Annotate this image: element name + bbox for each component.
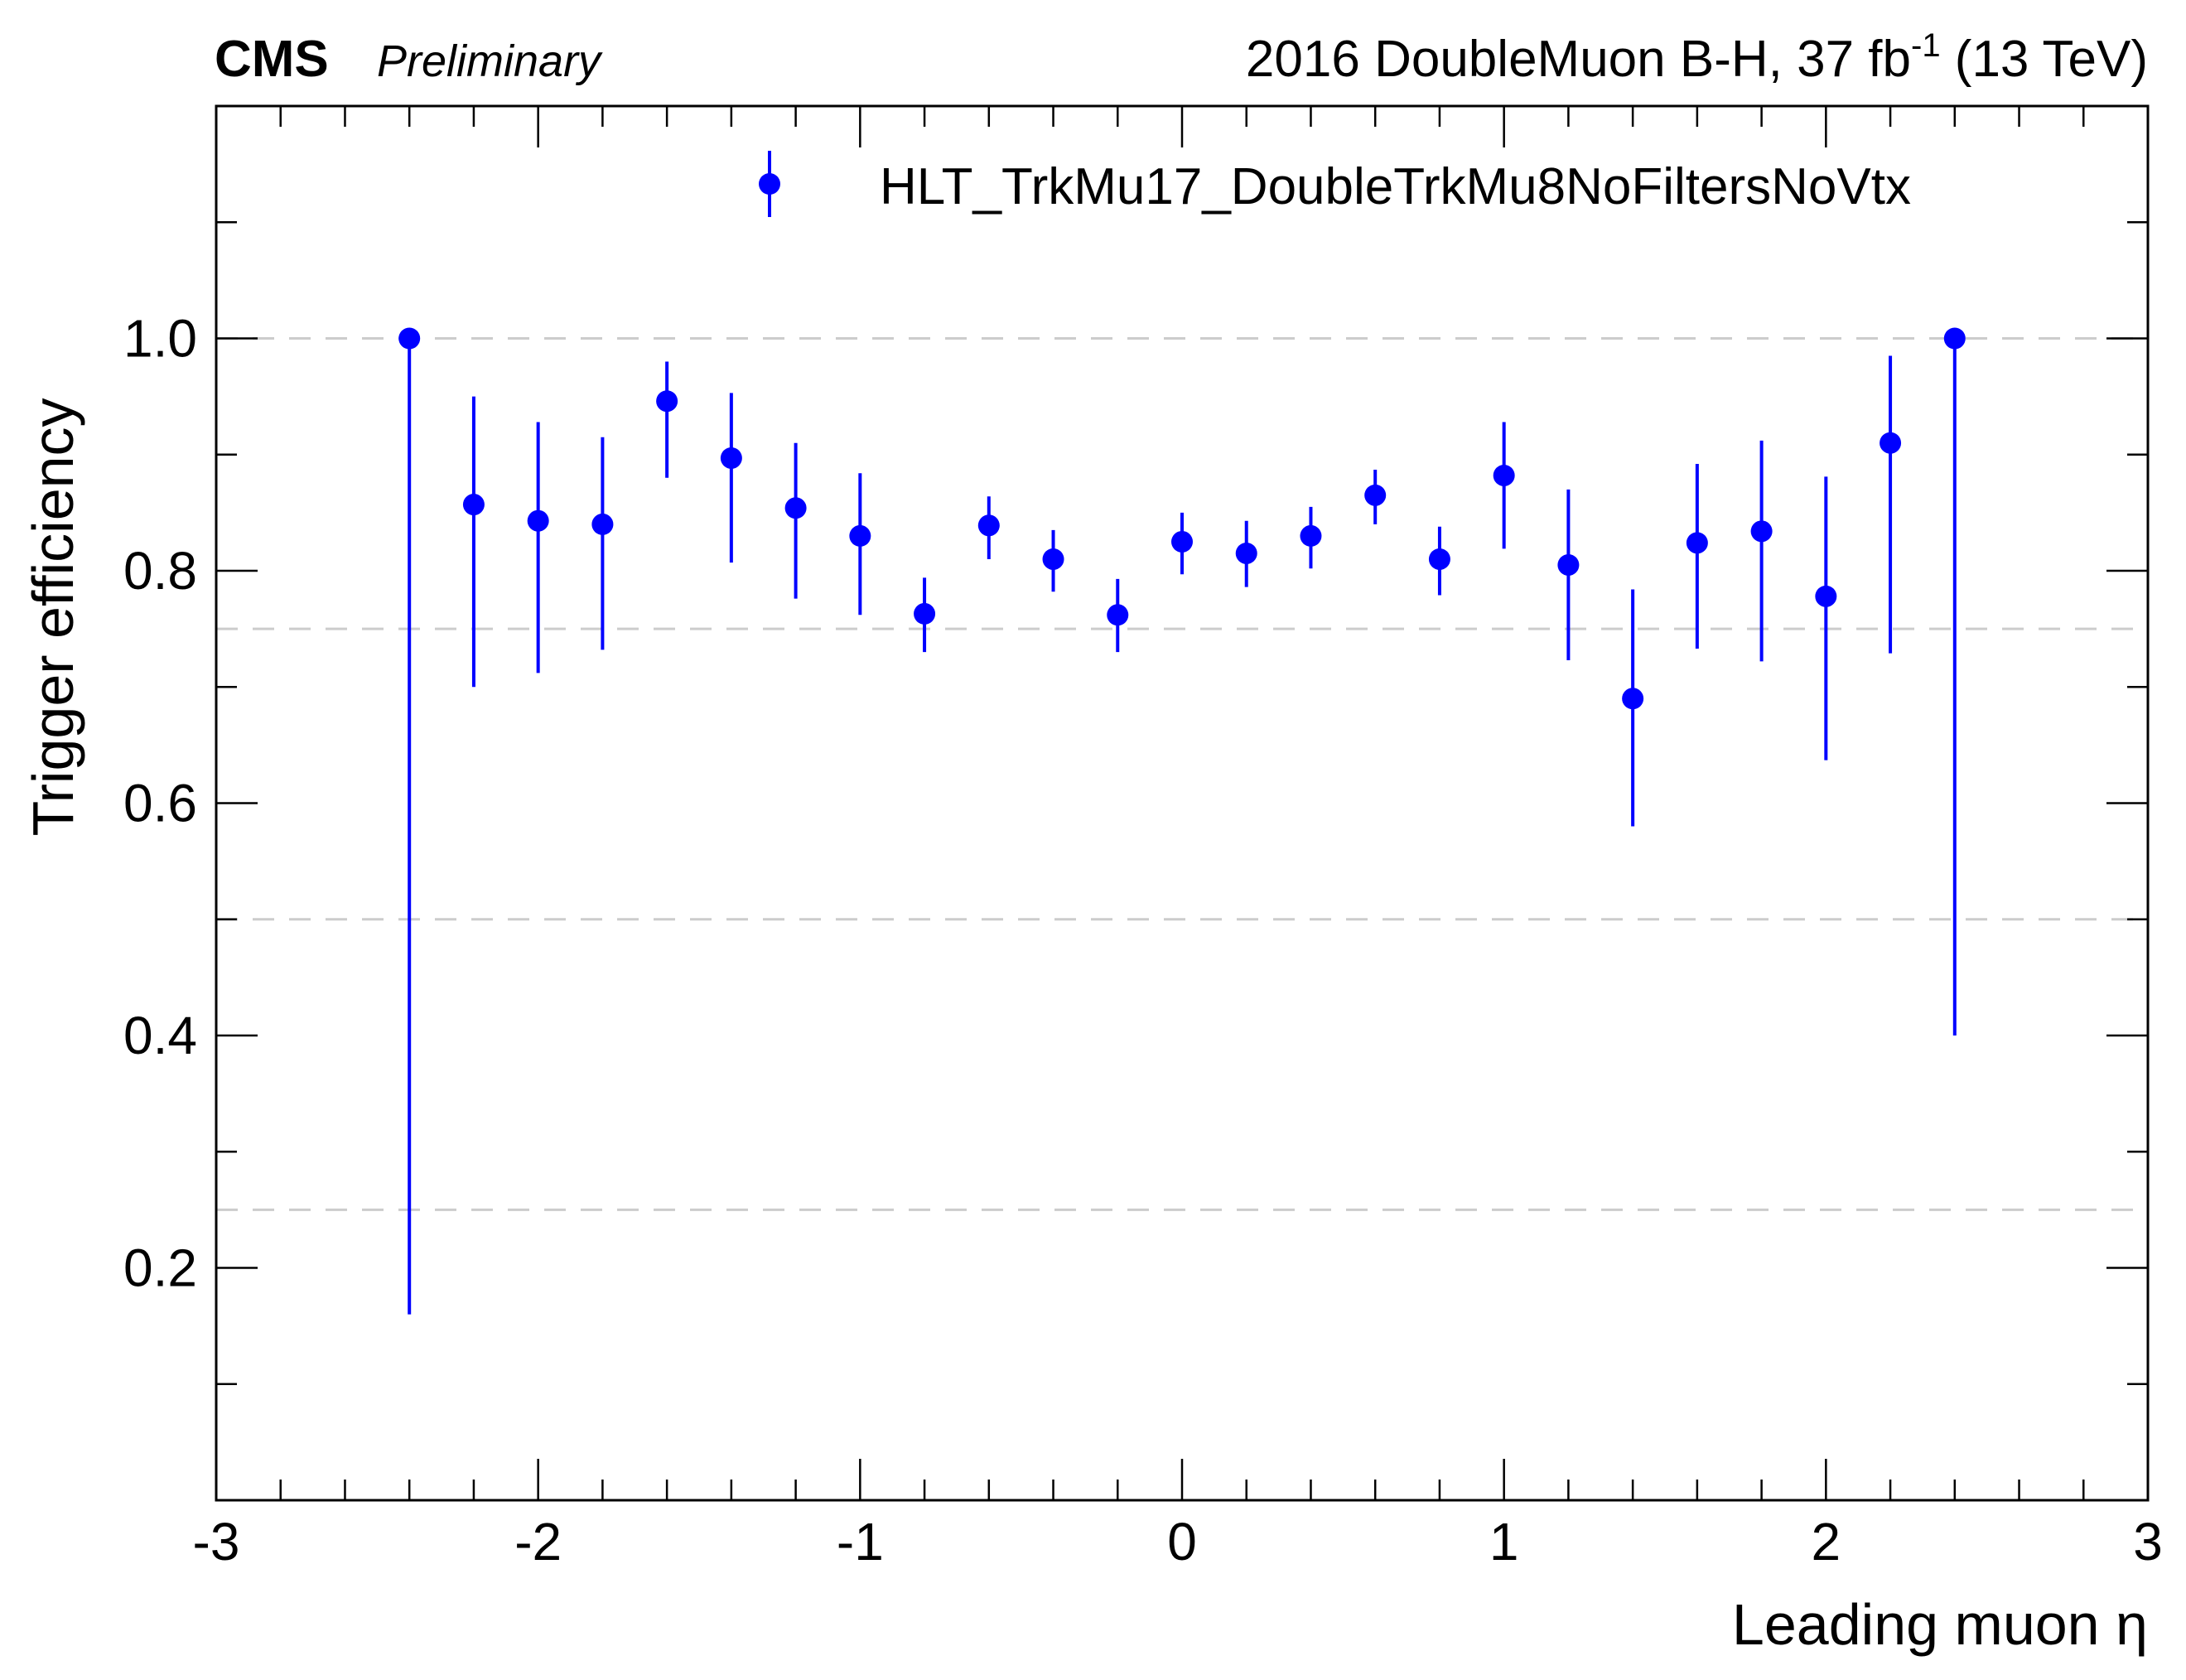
marker bbox=[784, 497, 807, 519]
marker bbox=[1880, 432, 1902, 454]
data-point bbox=[462, 396, 485, 688]
tick-labels: -3 -2 -1 0 1 2 3 0.2 0.4 0.6 0.8 1.0 bbox=[123, 309, 2163, 1572]
status-label: Preliminary bbox=[377, 36, 603, 86]
data-point bbox=[1622, 589, 1644, 827]
y-tick-label: 0.4 bbox=[123, 1006, 197, 1065]
x-tick-label: 1 bbox=[1489, 1512, 1519, 1571]
data-point bbox=[1815, 476, 1837, 760]
x-axis-label: Leading muon η bbox=[1732, 1592, 2148, 1657]
data-point bbox=[1171, 512, 1193, 575]
marker bbox=[1815, 585, 1837, 607]
data-point bbox=[591, 437, 614, 650]
marker bbox=[1428, 548, 1450, 570]
data-point bbox=[977, 496, 1000, 559]
x-tick-label: -3 bbox=[193, 1512, 240, 1571]
lumi-exponent: -1 bbox=[1911, 27, 1941, 64]
marker bbox=[656, 390, 678, 413]
data-point bbox=[1943, 327, 1966, 1036]
marker bbox=[1042, 548, 1064, 570]
x-tick-label: 2 bbox=[1812, 1512, 1841, 1571]
marker bbox=[1107, 604, 1129, 626]
legend: HLT_TrkMu17_DoubleTrkMu8NoFiltersNoVtx bbox=[759, 151, 1911, 217]
data-point bbox=[656, 361, 678, 478]
plot-frame bbox=[215, 104, 2150, 1502]
data-point bbox=[1428, 526, 1450, 596]
marker bbox=[1493, 464, 1515, 486]
y-tick-label: 0.6 bbox=[123, 774, 197, 833]
data-point bbox=[527, 422, 549, 673]
marker bbox=[462, 494, 485, 516]
x-tick-label: -2 bbox=[514, 1512, 562, 1571]
data-point bbox=[1364, 469, 1387, 524]
data-point bbox=[720, 393, 742, 563]
data-point bbox=[1750, 440, 1773, 662]
axis-ticks bbox=[215, 104, 2150, 1502]
data-point bbox=[1235, 520, 1257, 587]
lumi-suffix: (13 TeV) bbox=[1941, 31, 2148, 88]
marker bbox=[720, 447, 742, 469]
x-tick-label: 0 bbox=[1167, 1512, 1197, 1571]
gridlines bbox=[216, 337, 2148, 1211]
experiment-label: CMS bbox=[215, 31, 329, 88]
marker bbox=[1171, 530, 1193, 553]
marker bbox=[1686, 532, 1708, 554]
lumi-prefix: 2016 DoubleMuon B-H, 37 fb bbox=[1246, 31, 1911, 88]
data-points bbox=[398, 327, 1966, 1315]
data-point bbox=[1107, 578, 1129, 653]
data-point bbox=[1042, 529, 1064, 592]
marker bbox=[1622, 688, 1644, 710]
data-point bbox=[914, 577, 936, 653]
marker bbox=[527, 509, 549, 532]
y-tick-label: 0.8 bbox=[123, 541, 197, 601]
data-point bbox=[1880, 355, 1902, 654]
marker bbox=[1750, 520, 1773, 543]
legend-marker bbox=[759, 173, 780, 195]
data-point bbox=[1300, 506, 1322, 569]
marker bbox=[1557, 553, 1580, 576]
data-point bbox=[1493, 422, 1515, 549]
marker bbox=[398, 327, 421, 350]
data-point bbox=[849, 473, 871, 616]
x-tick-label: 3 bbox=[2133, 1512, 2163, 1571]
lumi-label: 2016 DoubleMuon B-H, 37 fb-1 (13 TeV) bbox=[1246, 27, 2148, 88]
marker bbox=[1943, 327, 1966, 350]
marker bbox=[849, 524, 871, 547]
data-point bbox=[784, 442, 807, 599]
y-tick-label: 1.0 bbox=[123, 309, 197, 369]
y-tick-label: 0.2 bbox=[123, 1238, 197, 1298]
marker bbox=[1235, 542, 1257, 564]
marker bbox=[591, 513, 614, 535]
data-point bbox=[398, 327, 421, 1315]
legend-entry: HLT_TrkMu17_DoubleTrkMu8NoFiltersNoVtx bbox=[880, 158, 1911, 215]
marker bbox=[914, 602, 936, 625]
data-point bbox=[1557, 489, 1580, 660]
x-tick-label: -1 bbox=[837, 1512, 884, 1571]
marker bbox=[1364, 484, 1387, 506]
marker bbox=[977, 514, 1000, 537]
data-point bbox=[1686, 463, 1708, 649]
y-axis-label: Trigger efficiency bbox=[21, 398, 85, 836]
marker bbox=[1300, 524, 1322, 547]
